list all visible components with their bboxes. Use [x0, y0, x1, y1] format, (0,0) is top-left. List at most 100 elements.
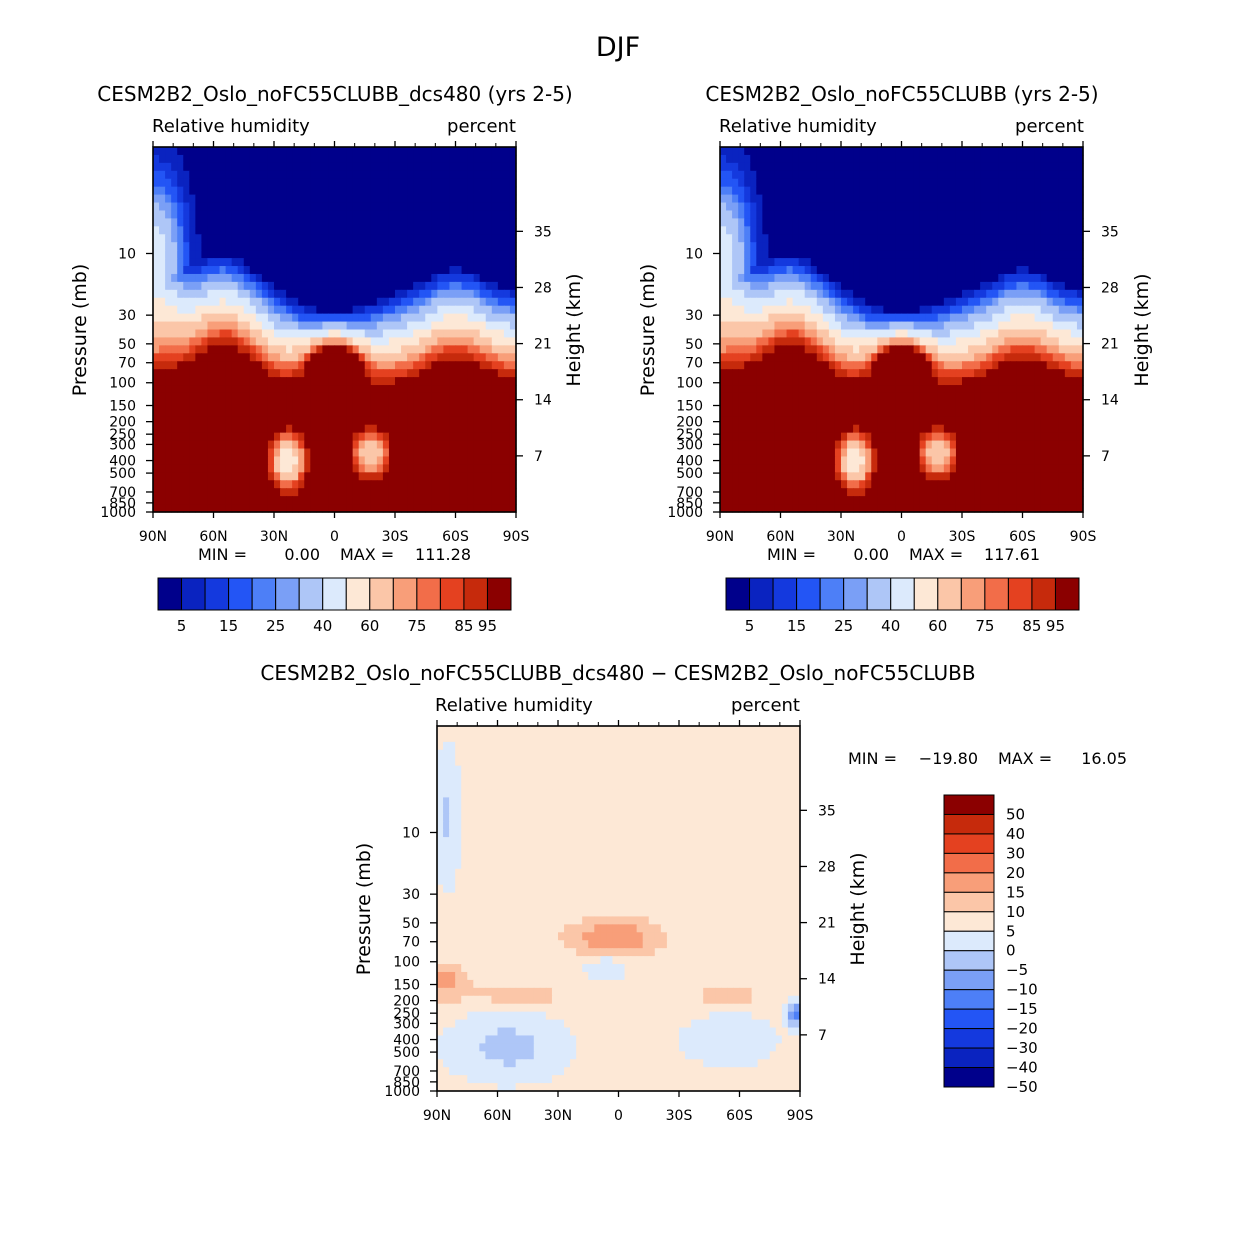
field-cell [841, 195, 848, 204]
field-cell [962, 290, 969, 299]
field-cell [732, 361, 739, 370]
field-cell [992, 417, 999, 426]
field-cell [793, 274, 800, 283]
field-cell [768, 226, 775, 235]
field-cell [286, 210, 293, 219]
field-cell [756, 417, 763, 426]
field-cell [986, 290, 993, 299]
field-cell [316, 306, 323, 315]
field-cell [914, 258, 921, 267]
field-cell [1010, 353, 1017, 362]
field-cell [250, 266, 257, 275]
field-cell [889, 163, 896, 172]
field-cell [768, 266, 775, 275]
field-cell [853, 401, 860, 410]
field-cell [347, 266, 354, 275]
field-cell [1047, 203, 1054, 212]
field-cell [183, 353, 190, 362]
field-cell [274, 210, 281, 219]
field-cell [1035, 195, 1042, 204]
field-cell [238, 179, 245, 188]
field-cell [341, 163, 348, 172]
field-cell [443, 179, 450, 188]
field-cell [817, 353, 824, 362]
field-cell [799, 210, 806, 219]
field-cell [774, 425, 781, 434]
field-cell [738, 179, 745, 188]
field-cell [720, 226, 727, 235]
field-cell [938, 234, 945, 243]
field-cell [377, 290, 384, 299]
field-cell [401, 337, 408, 346]
field-cell [1041, 242, 1048, 251]
field-cell [474, 345, 481, 354]
field-cell [799, 306, 806, 315]
field-cell [756, 306, 763, 315]
field-cell [189, 353, 196, 362]
field-cell [195, 171, 202, 180]
field-cell [165, 187, 172, 196]
field-cell [895, 361, 902, 370]
field-cell [171, 234, 178, 243]
field-cell [865, 401, 872, 410]
field-cell [468, 274, 475, 283]
field-cell [347, 449, 354, 458]
field-cell [486, 472, 493, 481]
field-cell [774, 187, 781, 196]
field-cell [853, 242, 860, 251]
field-cell [207, 147, 214, 156]
field-cell [171, 203, 178, 212]
field-cell [322, 298, 329, 307]
field-cell [298, 306, 305, 315]
field-cell [720, 425, 727, 434]
field-cell [220, 401, 227, 410]
field-cell [883, 179, 890, 188]
field-cell [1004, 314, 1011, 323]
field-cell [738, 290, 745, 299]
field-cell [280, 203, 287, 212]
field-cell [322, 488, 329, 497]
field-cell [401, 258, 408, 267]
field-cell [744, 298, 751, 307]
field-cell [1071, 337, 1078, 346]
field-cell [1029, 290, 1036, 299]
field-cell [895, 345, 902, 354]
field-cell [232, 456, 239, 465]
field-cell [359, 163, 366, 172]
field-cell [195, 369, 202, 378]
field-cell [347, 337, 354, 346]
field-cell [847, 218, 854, 227]
field-cell [865, 179, 872, 188]
field-cell [322, 306, 329, 315]
field-cell [1016, 258, 1023, 267]
field-cell [768, 409, 775, 418]
field-cell [220, 456, 227, 465]
field-cell [449, 163, 456, 172]
panel-1-y-axis-label: Pressure (mb) [69, 264, 91, 397]
field-cell [304, 385, 311, 394]
field-cell [847, 274, 854, 283]
field-cell [998, 369, 1005, 378]
field-cell [274, 258, 281, 267]
field-cell [1065, 155, 1072, 164]
field-cell [756, 171, 763, 180]
field-cell [1059, 306, 1066, 315]
field-cell [214, 234, 221, 243]
field-cell [244, 242, 251, 251]
field-cell [744, 266, 751, 275]
field-cell [768, 203, 775, 212]
field-cell [829, 290, 836, 299]
field-cell [159, 187, 166, 196]
field-cell [407, 195, 414, 204]
field-cell [1004, 361, 1011, 370]
field-cell [781, 425, 788, 434]
field-cell [895, 210, 902, 219]
field-cell [304, 369, 311, 378]
field-cell [889, 306, 896, 315]
field-cell [787, 266, 794, 275]
field-cell [468, 456, 475, 465]
field-cell [847, 282, 854, 291]
field-cell [310, 210, 317, 219]
field-cell [389, 488, 396, 497]
field-cell [153, 226, 160, 235]
